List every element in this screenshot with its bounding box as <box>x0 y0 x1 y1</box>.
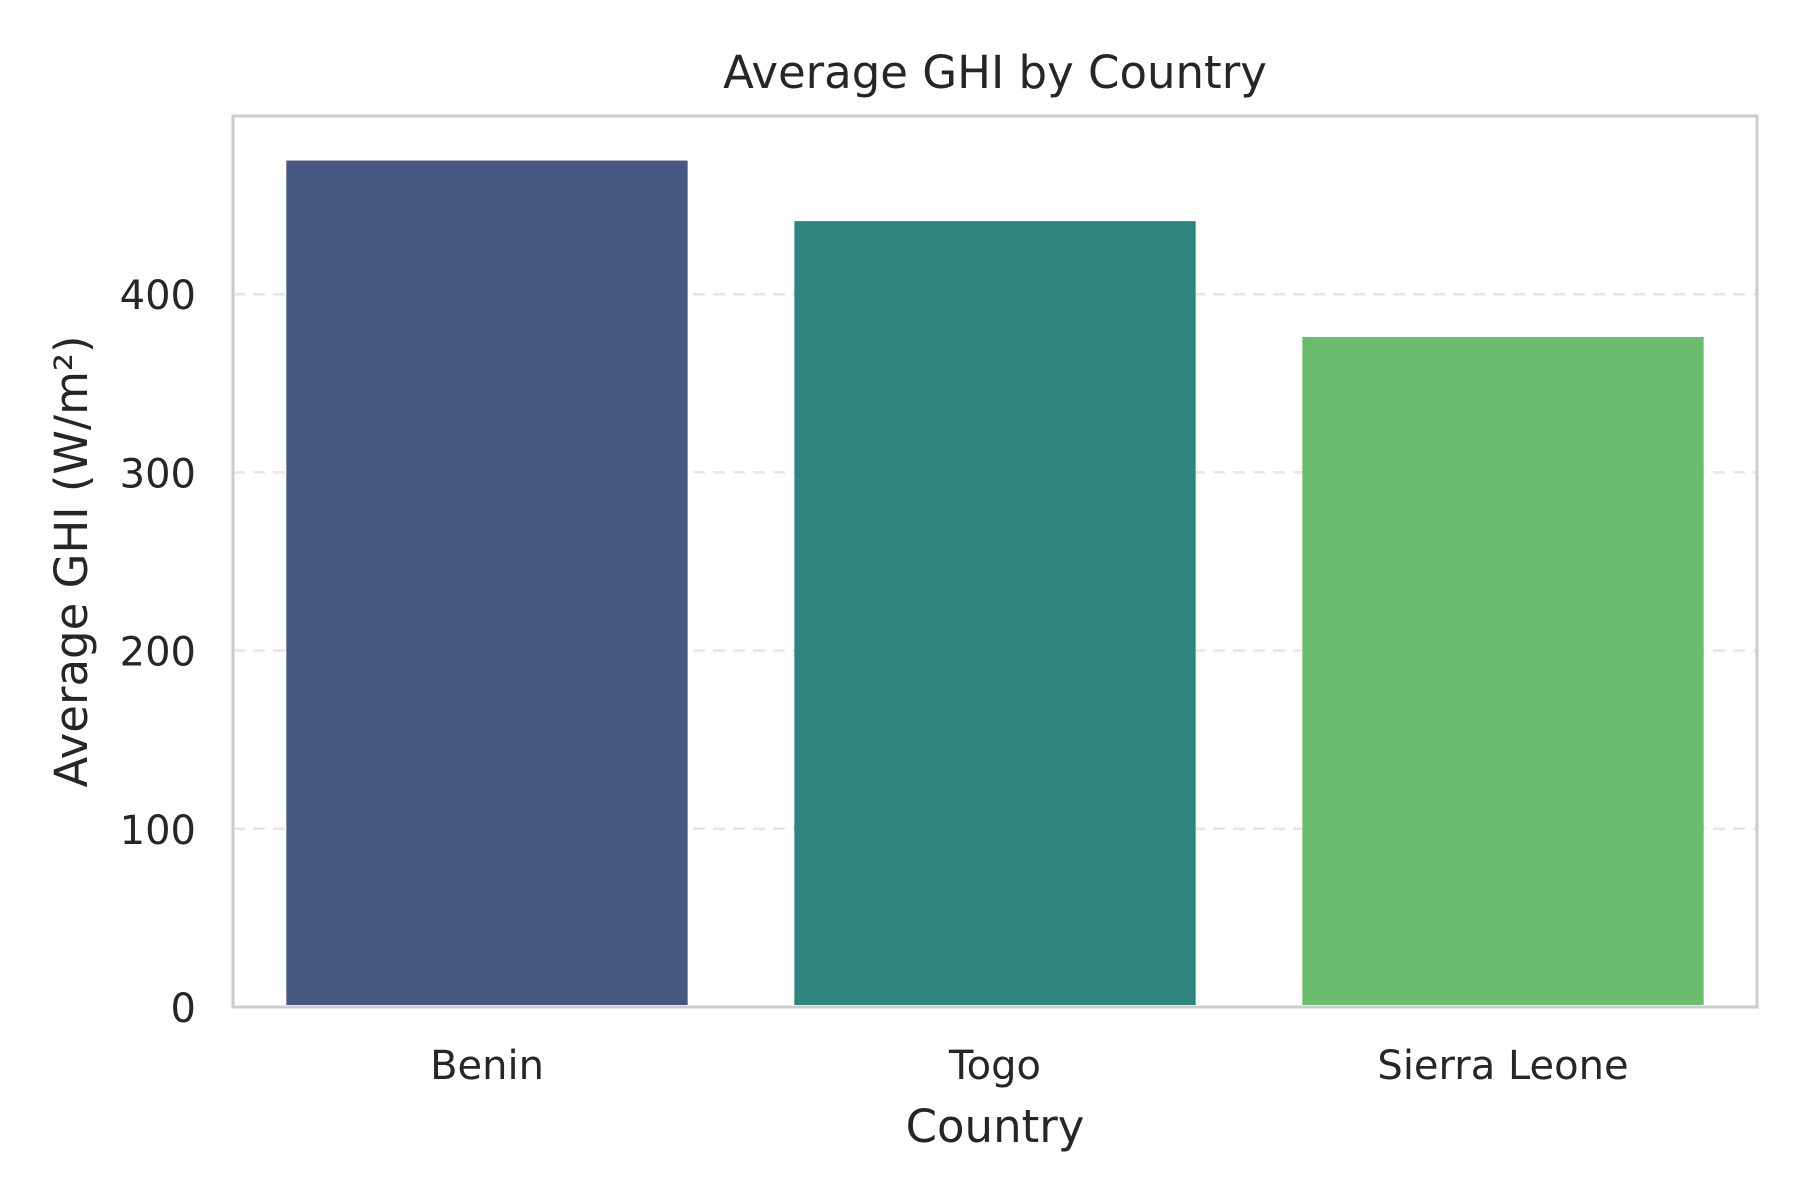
bars-layer <box>286 160 1704 1006</box>
bar-benin <box>286 160 688 1006</box>
y-tick-label: 100 <box>120 808 196 854</box>
chart-title: Average GHI by Country <box>723 46 1267 99</box>
y-tick-label: 300 <box>120 451 196 497</box>
plot-frame <box>231 114 1759 1009</box>
y-tick-label: 400 <box>120 273 196 319</box>
y-axis-label: Average GHI (W/m²) <box>45 335 98 787</box>
y-tick-label: 0 <box>171 986 196 1032</box>
x-tick-label: Sierra Leone <box>1377 1043 1628 1089</box>
x-tick-label: Togo <box>948 1043 1041 1089</box>
y-tick-label: 200 <box>120 630 196 676</box>
bar-togo <box>794 221 1196 1005</box>
bar-sierra-leone <box>1302 336 1704 1005</box>
y-tick-labels: 0 100 200 300 400 <box>120 273 196 1032</box>
x-axis-label: Country <box>906 1100 1085 1153</box>
x-tick-label: Benin <box>430 1043 544 1089</box>
x-tick-labels: Benin Togo Sierra Leone <box>430 1043 1629 1089</box>
